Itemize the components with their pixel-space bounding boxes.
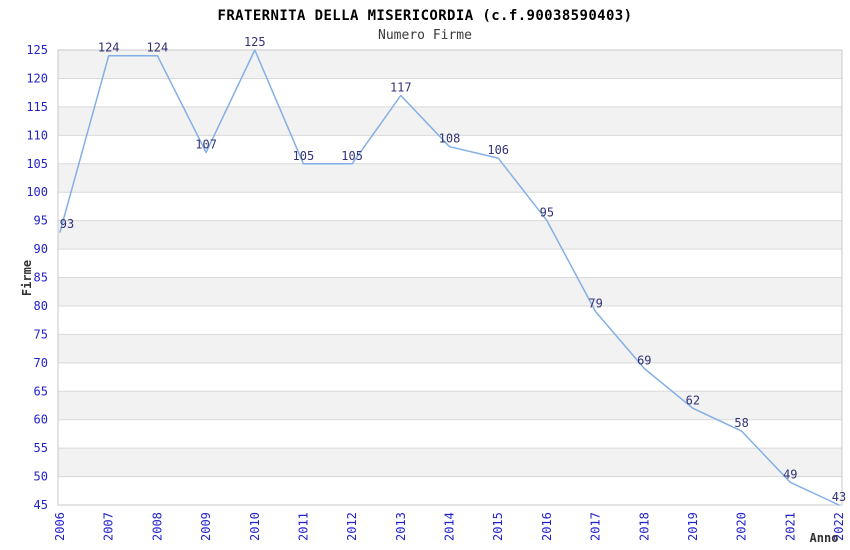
x-tick-label: 2020 [735,512,749,541]
data-point-label: 124 [147,41,169,55]
data-point-label: 49 [783,467,797,481]
plot-band [58,334,842,363]
plot-band [58,448,842,477]
data-point-label: 106 [487,143,509,157]
plot-band [58,391,842,420]
data-point-label: 117 [390,81,412,95]
y-tick-label: 75 [34,327,48,341]
y-axis-title: Firme [20,260,34,296]
x-tick-label: 2014 [443,512,457,541]
data-point-label: 62 [686,393,700,407]
y-axis-ticks-layer: 45 50 55 60 65 70 75 80 85 90 95 100 105 110 115 120 125 [26,43,48,512]
y-tick-label: 85 [34,271,48,285]
data-point-label: 105 [293,149,315,163]
data-point-label: 95 [540,206,554,220]
plot-band [58,220,842,250]
x-axis-ticks-layer: 2006 2007 2008 2009 2010 2011 2012 2013 2014 2015… [53,512,846,541]
data-point-label: 43 [832,490,846,504]
x-tick-label: 2016 [540,512,554,541]
x-tick-label: 2010 [248,512,262,541]
plot-bands-layer [58,50,842,505]
plot-band [58,362,842,392]
x-tick-label: 2012 [345,512,359,541]
data-point-label: 125 [244,35,266,49]
y-tick-label: 45 [34,498,48,512]
x-tick-label: 2009 [199,512,213,541]
y-tick-label: 60 [34,413,48,427]
data-point-label: 124 [98,41,120,55]
plot-band [58,106,842,136]
plot-band [58,163,842,193]
data-point-label: 107 [195,137,217,151]
x-tick-label: 2021 [783,512,797,541]
x-tick-label: 2011 [296,512,310,541]
y-tick-label: 90 [34,242,48,256]
data-point-label: 93 [60,217,74,231]
y-tick-label: 105 [26,157,48,171]
y-tick-label: 110 [26,128,48,142]
plot-band [58,135,842,164]
x-axis-title: Anno [810,531,839,545]
data-point-label: 105 [341,149,363,163]
gridlines-layer [58,77,842,478]
x-tick-label: 2013 [394,512,408,541]
y-tick-label: 100 [26,185,48,199]
plot-band [58,277,842,306]
x-tick-label: 2007 [102,512,116,541]
data-point-label: 108 [439,132,461,146]
plot-band [58,249,842,278]
y-tick-label: 65 [34,384,48,398]
x-tick-label: 2017 [589,512,603,541]
y-tick-label: 125 [26,43,48,57]
x-tick-label: 2015 [491,512,505,541]
plot-band [58,78,842,107]
data-point-label: 58 [734,416,748,430]
y-tick-label: 50 [34,470,48,484]
data-point-label: 69 [637,354,651,368]
chart-subtitle: Numero Firme [378,28,472,43]
data-labels-layer: 93 124 124 107 125 105 105 117 108 106 95 79 69 62 58 4… [60,35,846,504]
y-tick-label: 95 [34,214,48,228]
plot-band [58,476,842,505]
y-tick-label: 55 [34,441,48,455]
x-tick-label: 2008 [150,512,164,541]
data-point-label: 79 [588,297,602,311]
y-tick-label: 120 [26,71,48,85]
series-layer [59,49,840,506]
series-line [59,49,840,506]
y-tick-label: 80 [34,299,48,313]
plot-band [58,192,842,221]
plot-band [58,50,842,79]
x-tick-label: 2022 [832,512,846,541]
plot-border [57,49,843,506]
y-tick-label: 70 [34,356,48,370]
plot-band [58,419,842,449]
x-tick-label: 2019 [686,512,700,541]
chart-title: FRATERNITA DELLA MISERICORDIA (c.f.90038… [217,8,633,24]
x-tick-label: 2018 [637,512,651,541]
x-tick-label: 2006 [53,512,67,541]
plot-band [58,305,842,335]
y-tick-label: 115 [26,100,48,114]
